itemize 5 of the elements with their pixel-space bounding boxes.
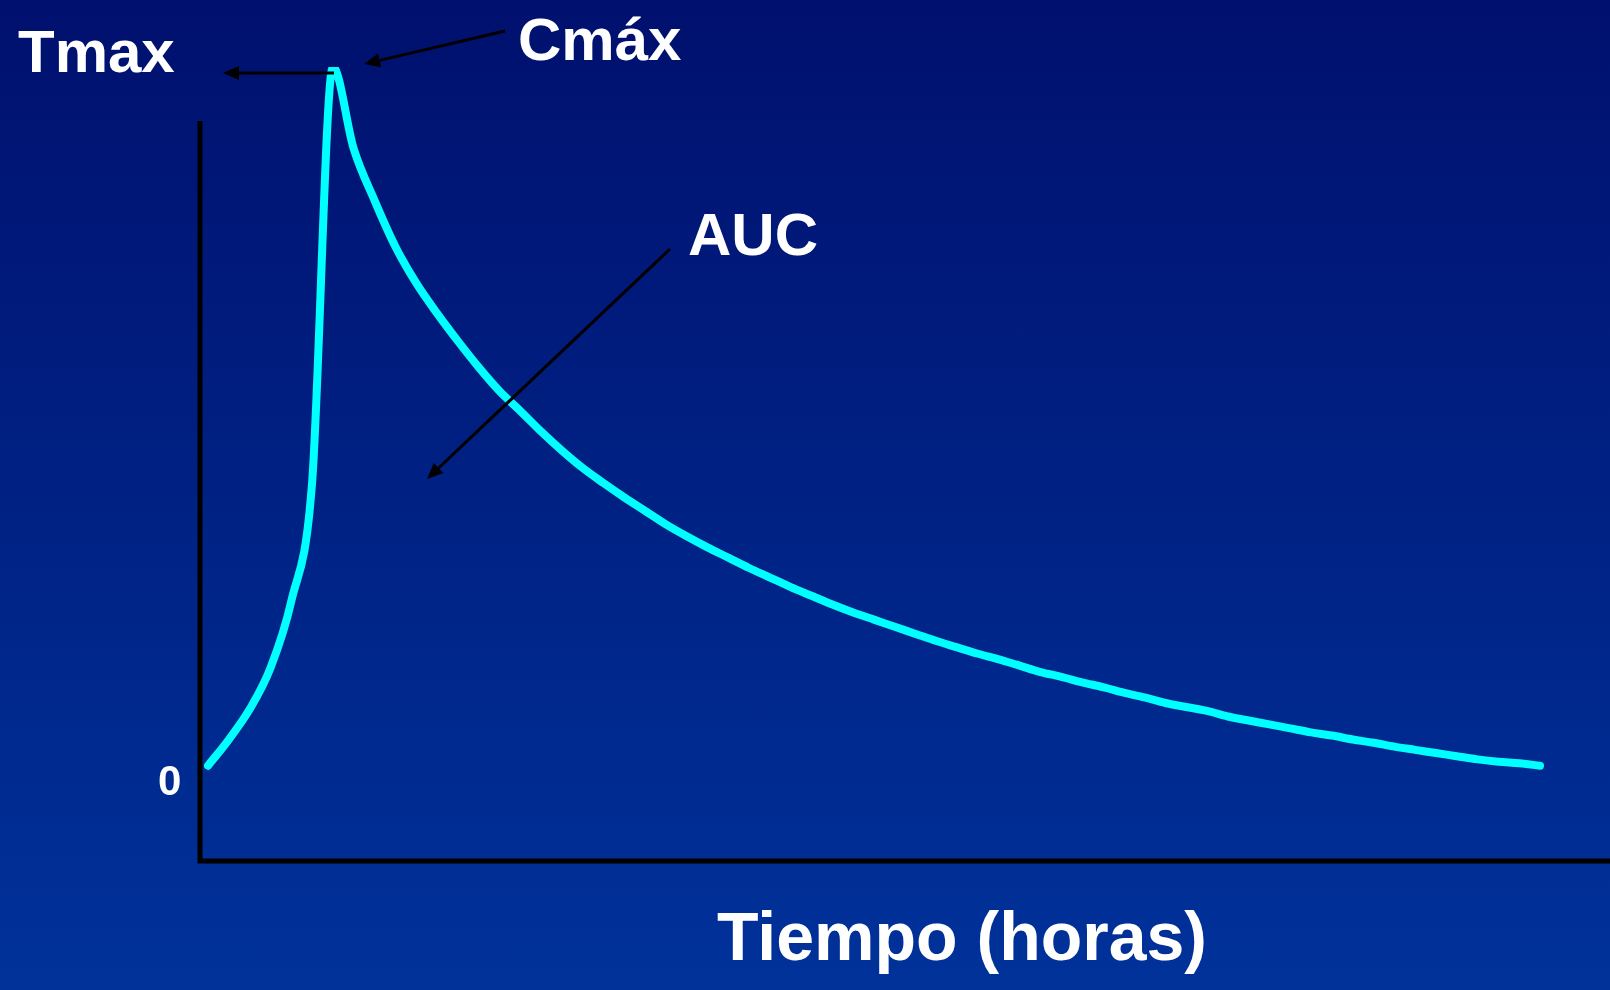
x-axis-title: Tiempo (horas) xyxy=(717,898,1207,974)
text: Tmax xyxy=(18,18,175,85)
annotation: AUC xyxy=(688,201,818,268)
text: 0 xyxy=(158,757,182,804)
annotation: Cmáx xyxy=(518,6,682,73)
